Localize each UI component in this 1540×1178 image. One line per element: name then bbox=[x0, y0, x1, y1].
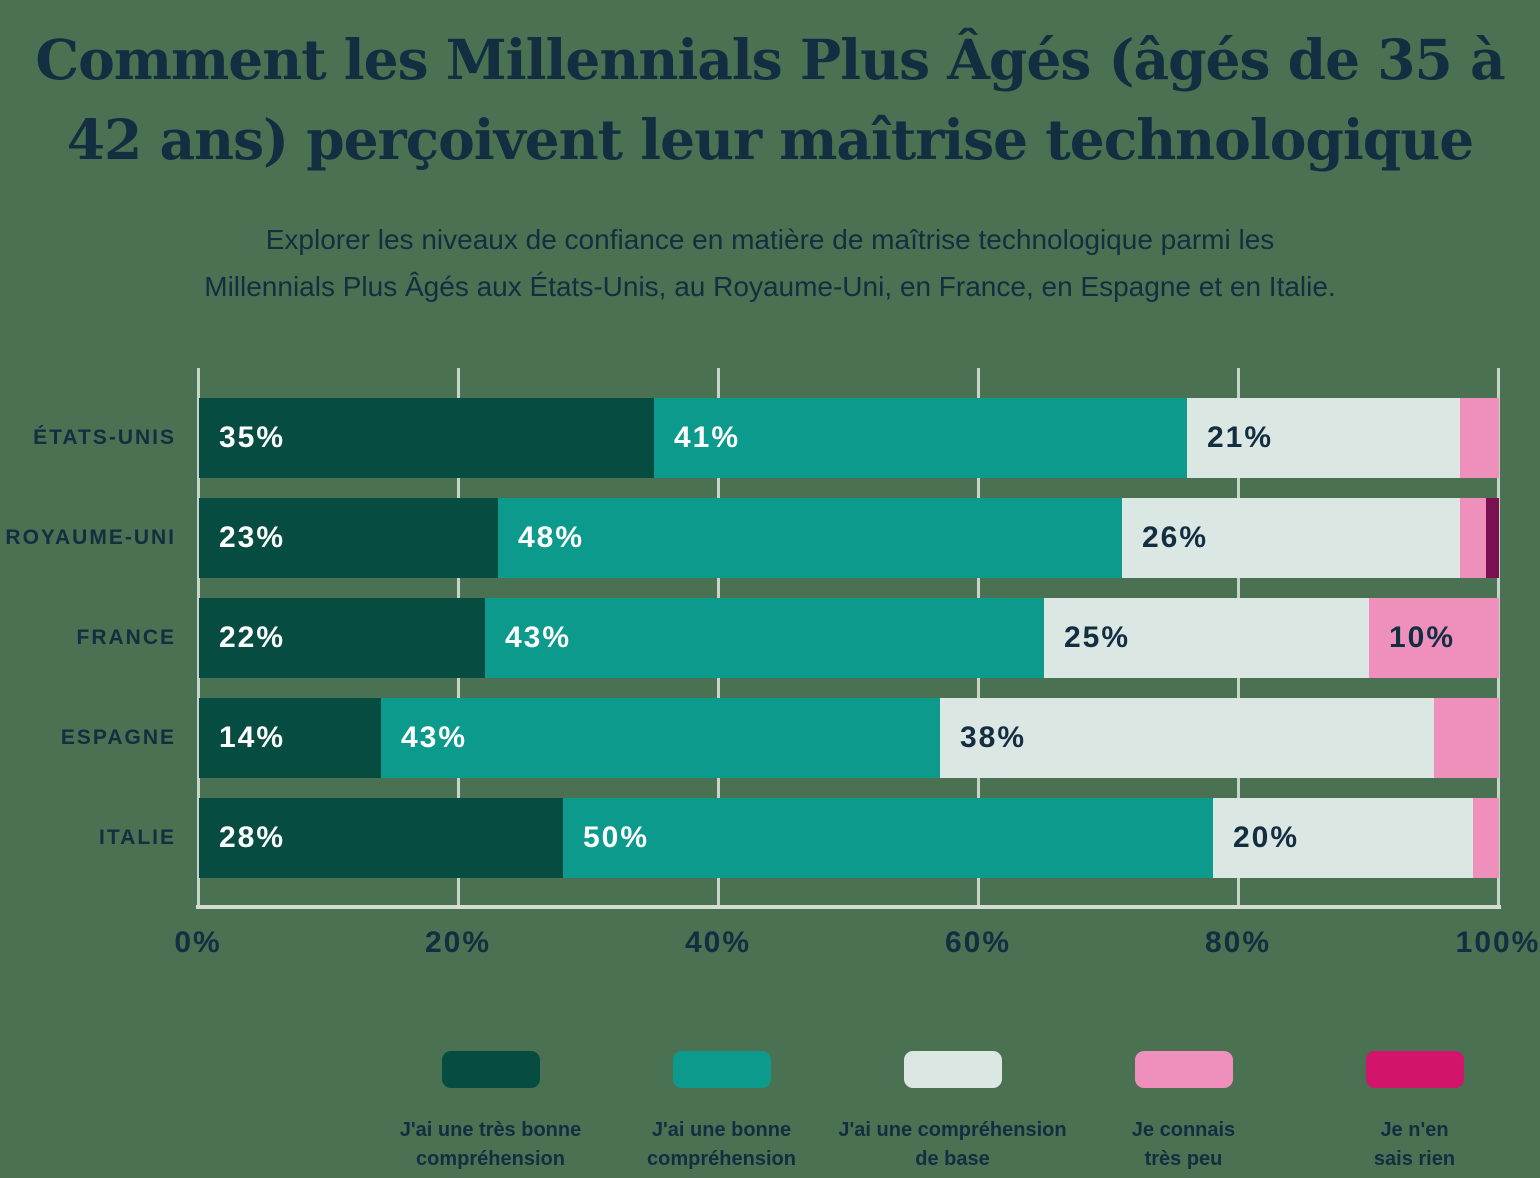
legend-swatch bbox=[1365, 1051, 1464, 1088]
bar-segment: 20% bbox=[1213, 798, 1473, 878]
chart-title-line-1: Comment les Millennials Plus Âgés (âgés … bbox=[35, 27, 1505, 92]
bar-segment: 38% bbox=[940, 698, 1434, 778]
legend-swatch bbox=[1134, 1051, 1233, 1088]
legend-swatch bbox=[441, 1051, 540, 1088]
bar-segment: 43% bbox=[485, 598, 1044, 678]
legend-label-line: J'ai une bonne bbox=[651, 1119, 792, 1141]
bar-value-label: 35% bbox=[219, 421, 286, 454]
bar-value-label: 10% bbox=[1389, 621, 1456, 654]
bar-value-label: 20% bbox=[1233, 821, 1300, 854]
legend-item: Je connais très peu bbox=[1068, 1051, 1299, 1174]
bar-segment: 14% bbox=[199, 698, 381, 778]
bar-value-label: 14% bbox=[219, 721, 286, 754]
bar-row-france: 22% 43% 25% 10% bbox=[199, 598, 1499, 678]
bar-segment: 28% bbox=[199, 798, 563, 878]
x-tick-label-0%: 0% bbox=[174, 926, 222, 959]
bar-row-espagne: 14% 43% 38% bbox=[199, 698, 1499, 778]
legend-label-line: sais rien bbox=[1373, 1148, 1456, 1170]
legend: J'ai une très bonne compréhension J'ai une… bbox=[375, 1051, 1530, 1174]
legend-label-line: très peu bbox=[1144, 1148, 1223, 1170]
x-tick-label-100%: 100% bbox=[1455, 926, 1540, 959]
bar-segment: 50% bbox=[563, 798, 1213, 878]
bar-value-label: 41% bbox=[674, 421, 741, 454]
category-label-espagne: ESPAGNE bbox=[60, 726, 176, 749]
legend-label-line: J'ai une très bonne bbox=[399, 1119, 582, 1141]
bar-segment bbox=[1460, 398, 1499, 478]
legend-label-line: de base bbox=[915, 1148, 990, 1170]
bar-segment: 48% bbox=[498, 498, 1122, 578]
legend-swatch bbox=[903, 1051, 1002, 1088]
legend-label-line: compréhension bbox=[416, 1148, 565, 1170]
chart-title-line-2: 42 ans) perçoivent leur maîtrise technol… bbox=[66, 107, 1474, 172]
bar-value-label: 26% bbox=[1142, 521, 1209, 554]
category-label-royaume-uni: ROYAUME-UNI bbox=[5, 526, 176, 549]
bar-segment: 41% bbox=[654, 398, 1187, 478]
bar-segment: 22% bbox=[199, 598, 485, 678]
bar-segment bbox=[1486, 498, 1499, 578]
bar-value-label: 22% bbox=[219, 621, 286, 654]
bar-segment: 35% bbox=[199, 398, 654, 478]
bar-segment bbox=[1460, 498, 1486, 578]
legend-label-line: Je connais bbox=[1131, 1119, 1236, 1141]
bar-segment bbox=[1434, 698, 1499, 778]
x-axis-baseline bbox=[196, 905, 1501, 909]
bar-segment: 23% bbox=[199, 498, 498, 578]
bar-value-label: 48% bbox=[518, 521, 585, 554]
bar-value-label: 43% bbox=[401, 721, 468, 754]
legend-item: Je n'en sais rien bbox=[1299, 1051, 1530, 1174]
bar-value-label: 25% bbox=[1064, 621, 1131, 654]
bar-row-états-unis: 35% 41% 21% bbox=[199, 398, 1499, 478]
bar-segment bbox=[1473, 798, 1499, 878]
chart-subtitle-line-2: Millennials Plus Âgés aux États-Unis, au… bbox=[204, 271, 1336, 302]
bar-value-label: 43% bbox=[505, 621, 572, 654]
bar-row-royaume-uni: 23% 48% 26% bbox=[199, 498, 1499, 578]
bar-segment: 10% bbox=[1369, 598, 1499, 678]
legend-item: J'ai une très bonne compréhension bbox=[375, 1051, 606, 1174]
x-tick-label-60%: 60% bbox=[944, 926, 1012, 959]
legend-item: J'ai une compréhension de base bbox=[837, 1051, 1068, 1174]
bar-value-label: 21% bbox=[1207, 421, 1274, 454]
category-label-italie: ITALIE bbox=[99, 826, 176, 849]
category-label-états-unis: ÉTATS-UNIS bbox=[33, 426, 176, 449]
bar-value-label: 28% bbox=[219, 821, 286, 854]
x-tick-label-40%: 40% bbox=[684, 926, 752, 959]
bar-value-label: 50% bbox=[583, 821, 650, 854]
chart-title: Comment les Millennials Plus Âgés (âgés … bbox=[0, 20, 1540, 180]
category-label-france: FRANCE bbox=[76, 626, 176, 649]
bar-value-label: 38% bbox=[960, 721, 1027, 754]
x-tick-label-20%: 20% bbox=[424, 926, 492, 959]
legend-label-line: Je n'en bbox=[1380, 1119, 1449, 1141]
chart-subtitle: Explorer les niveaux de confiance en mat… bbox=[0, 216, 1540, 310]
x-tick-label-80%: 80% bbox=[1204, 926, 1272, 959]
plot-area: 35% 41% 21% 23% 48% 26% 22% 43% 25% 10% 14% 43% 38% 2… bbox=[196, 368, 1501, 909]
gridline-0% bbox=[197, 368, 200, 908]
bar-segment: 26% bbox=[1122, 498, 1460, 578]
legend-item: J'ai une bonne compréhension bbox=[606, 1051, 837, 1174]
bar-segment: 21% bbox=[1187, 398, 1460, 478]
chart-subtitle-line-1: Explorer les niveaux de confiance en mat… bbox=[265, 224, 1275, 255]
legend-label-line: compréhension bbox=[647, 1148, 796, 1170]
bar-segment: 25% bbox=[1044, 598, 1369, 678]
legend-label-line: J'ai une compréhension bbox=[838, 1119, 1067, 1141]
legend-swatch bbox=[672, 1051, 771, 1088]
bar-value-label: 23% bbox=[219, 521, 286, 554]
bar-segment: 43% bbox=[381, 698, 940, 778]
bar-row-italie: 28% 50% 20% bbox=[199, 798, 1499, 878]
